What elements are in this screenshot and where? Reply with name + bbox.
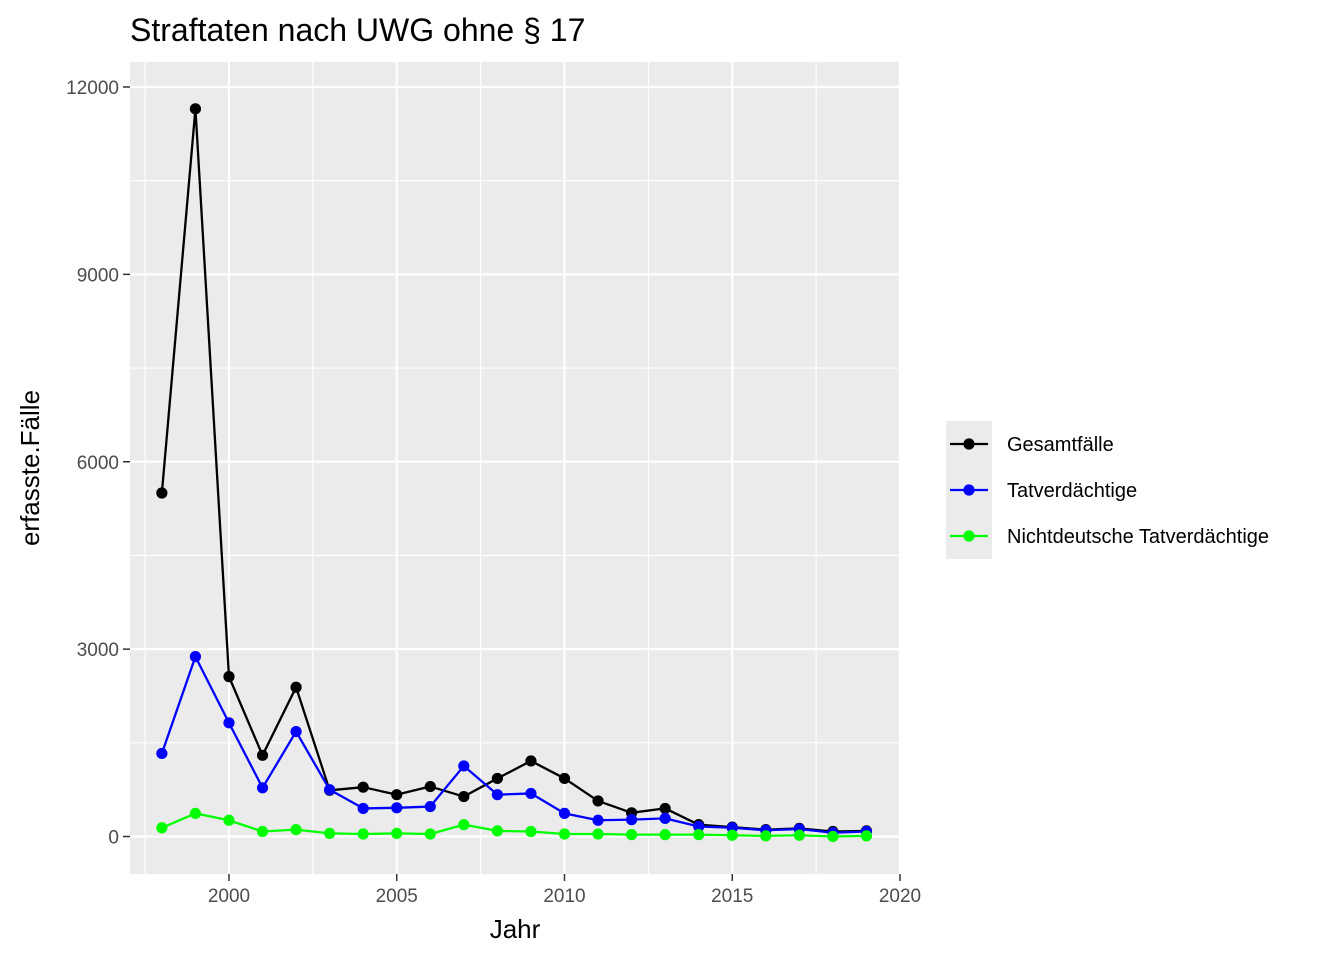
data-point-gesamtfalle-2001 [256,749,269,761]
data-point-nichtdeutsche-tatverdachtige-2002 [290,824,302,836]
data-point-tatverdachtige-2001 [256,782,269,794]
data-point-gesamtfalle-2010 [558,772,571,785]
data-point-tatverdachtige-2009 [525,787,537,800]
series-layer [156,103,873,843]
data-point-gesamtfalle-1998 [156,487,168,499]
data-point-tatverdachtige-2003 [324,784,336,796]
data-point-tatverdachtige-2014 [693,820,705,833]
legend-label-tatverdachtige: Tatverdächtige [1007,480,1137,502]
data-point-tatverdachtige-2005 [391,802,403,814]
y-tick-label: 6000 [77,453,119,474]
x-tick-label: 2005 [376,886,418,907]
legend-key-point-nichtdeutsche-tatverdachtige [963,530,975,542]
data-point-gesamtfalle-2005 [391,789,403,801]
data-point-nichtdeutsche-tatverdachtige-2005 [391,827,403,840]
data-point-tatverdachtige-2012 [625,814,638,826]
data-point-nichtdeutsche-tatverdachtige-1999 [189,807,202,820]
data-point-nichtdeutsche-tatverdachtige-2017 [793,829,805,841]
data-point-nichtdeutsche-tatverdachtige-2003 [324,827,336,840]
data-point-nichtdeutsche-tatverdachtige-2010 [558,828,571,840]
data-point-nichtdeutsche-tatverdachtige-2018 [827,830,839,843]
data-point-nichtdeutsche-tatverdachtige-2015 [726,829,738,841]
data-point-nichtdeutsche-tatverdachtige-2009 [525,825,537,838]
data-point-nichtdeutsche-tatverdachtige-2016 [760,830,772,842]
legend-label-gesamtfalle: Gesamtfälle [1007,434,1114,456]
data-point-nichtdeutsche-tatverdachtige-2000 [223,814,235,826]
data-point-gesamtfalle-2002 [290,681,302,693]
legend-item-nichtdeutsche-tatverdachtige: Nichtdeutsche Tatverdächtige [950,526,1269,548]
data-point-gesamtfalle-2008 [491,772,503,785]
data-point-gesamtfalle-1999 [189,103,202,115]
legend-label-nichtdeutsche-tatverdachtige: Nichtdeutsche Tatverdächtige [1007,526,1269,548]
plot-panel [130,62,900,874]
data-point-gesamtfalle-2011 [592,795,604,807]
data-point-gesamtfalle-2009 [525,755,537,767]
x-tick-label: 2010 [543,886,585,907]
x-tick-label: 2020 [879,886,921,907]
data-point-tatverdachtige-2007 [458,760,470,772]
legend-key-point-gesamtfalle [963,438,975,450]
y-tick-label: 9000 [77,265,119,286]
data-point-nichtdeutsche-tatverdachtige-2013 [659,829,671,841]
data-point-tatverdachtige-2006 [424,800,436,813]
data-point-nichtdeutsche-tatverdachtige-2014 [693,829,705,841]
data-point-nichtdeutsche-tatverdachtige-2008 [491,825,503,837]
series-line-tatverdachtige [160,655,867,834]
series-line-nichtdeutsche-tatverdachtige [161,812,867,838]
data-point-tatverdachtige-2004 [357,802,369,815]
data-point-nichtdeutsche-tatverdachtige-2012 [625,829,638,841]
data-point-gesamtfalle-2007 [458,790,470,803]
data-point-gesamtfalle-2004 [357,781,369,793]
data-point-nichtdeutsche-tatverdachtige-2019 [860,830,873,842]
x-tick-label: 2015 [711,886,753,907]
data-point-tatverdachtige-1998 [156,747,168,760]
data-point-nichtdeutsche-tatverdachtige-1998 [156,822,168,834]
data-point-tatverdachtige-2013 [659,812,671,825]
data-point-gesamtfalle-2013 [659,802,671,815]
legend-key-point-tatverdachtige [963,484,975,496]
legend-item-gesamtfalle: Gesamtfälle [950,434,1114,456]
data-point-nichtdeutsche-tatverdachtige-2006 [424,828,436,840]
y-tick-label: 0 [108,828,119,849]
data-point-tatverdachtige-2010 [558,807,571,820]
data-point-tatverdachtige-2008 [491,789,503,801]
y-tick-label: 12000 [66,78,119,99]
data-point-nichtdeutsche-tatverdachtige-2004 [357,828,369,840]
data-point-tatverdachtige-2002 [290,725,302,738]
y-axis-title: erfasste.Fälle [15,390,45,546]
legend-item-tatverdachtige: Tatverdächtige [950,480,1137,502]
data-point-tatverdachtige-2011 [592,814,604,826]
x-tick-label: 2000 [208,886,250,907]
chart-title: Straftaten nach UWG ohne § 17 [130,12,585,48]
data-point-nichtdeutsche-tatverdachtige-2007 [458,819,470,831]
data-point-nichtdeutsche-tatverdachtige-2011 [592,828,604,840]
legend: Gesamtfälle Tatverdächtige Nichtdeutsche T… [946,421,1269,559]
data-point-tatverdachtige-1999 [189,651,202,663]
series-nichtdeutsche-tatverdachtige [156,807,873,843]
x-axis-title: Jahr [490,914,541,944]
axes: 2000 2005 2010 2015 2020 0 3000 6000 9000 12000 [66,78,921,907]
data-point-nichtdeutsche-tatverdachtige-2001 [256,825,269,838]
data-point-tatverdachtige-2000 [223,717,235,729]
data-point-gesamtfalle-2006 [424,780,436,793]
y-tick-label: 3000 [77,640,119,661]
major-gridlines [130,62,902,874]
data-point-gesamtfalle-2000 [223,671,235,683]
